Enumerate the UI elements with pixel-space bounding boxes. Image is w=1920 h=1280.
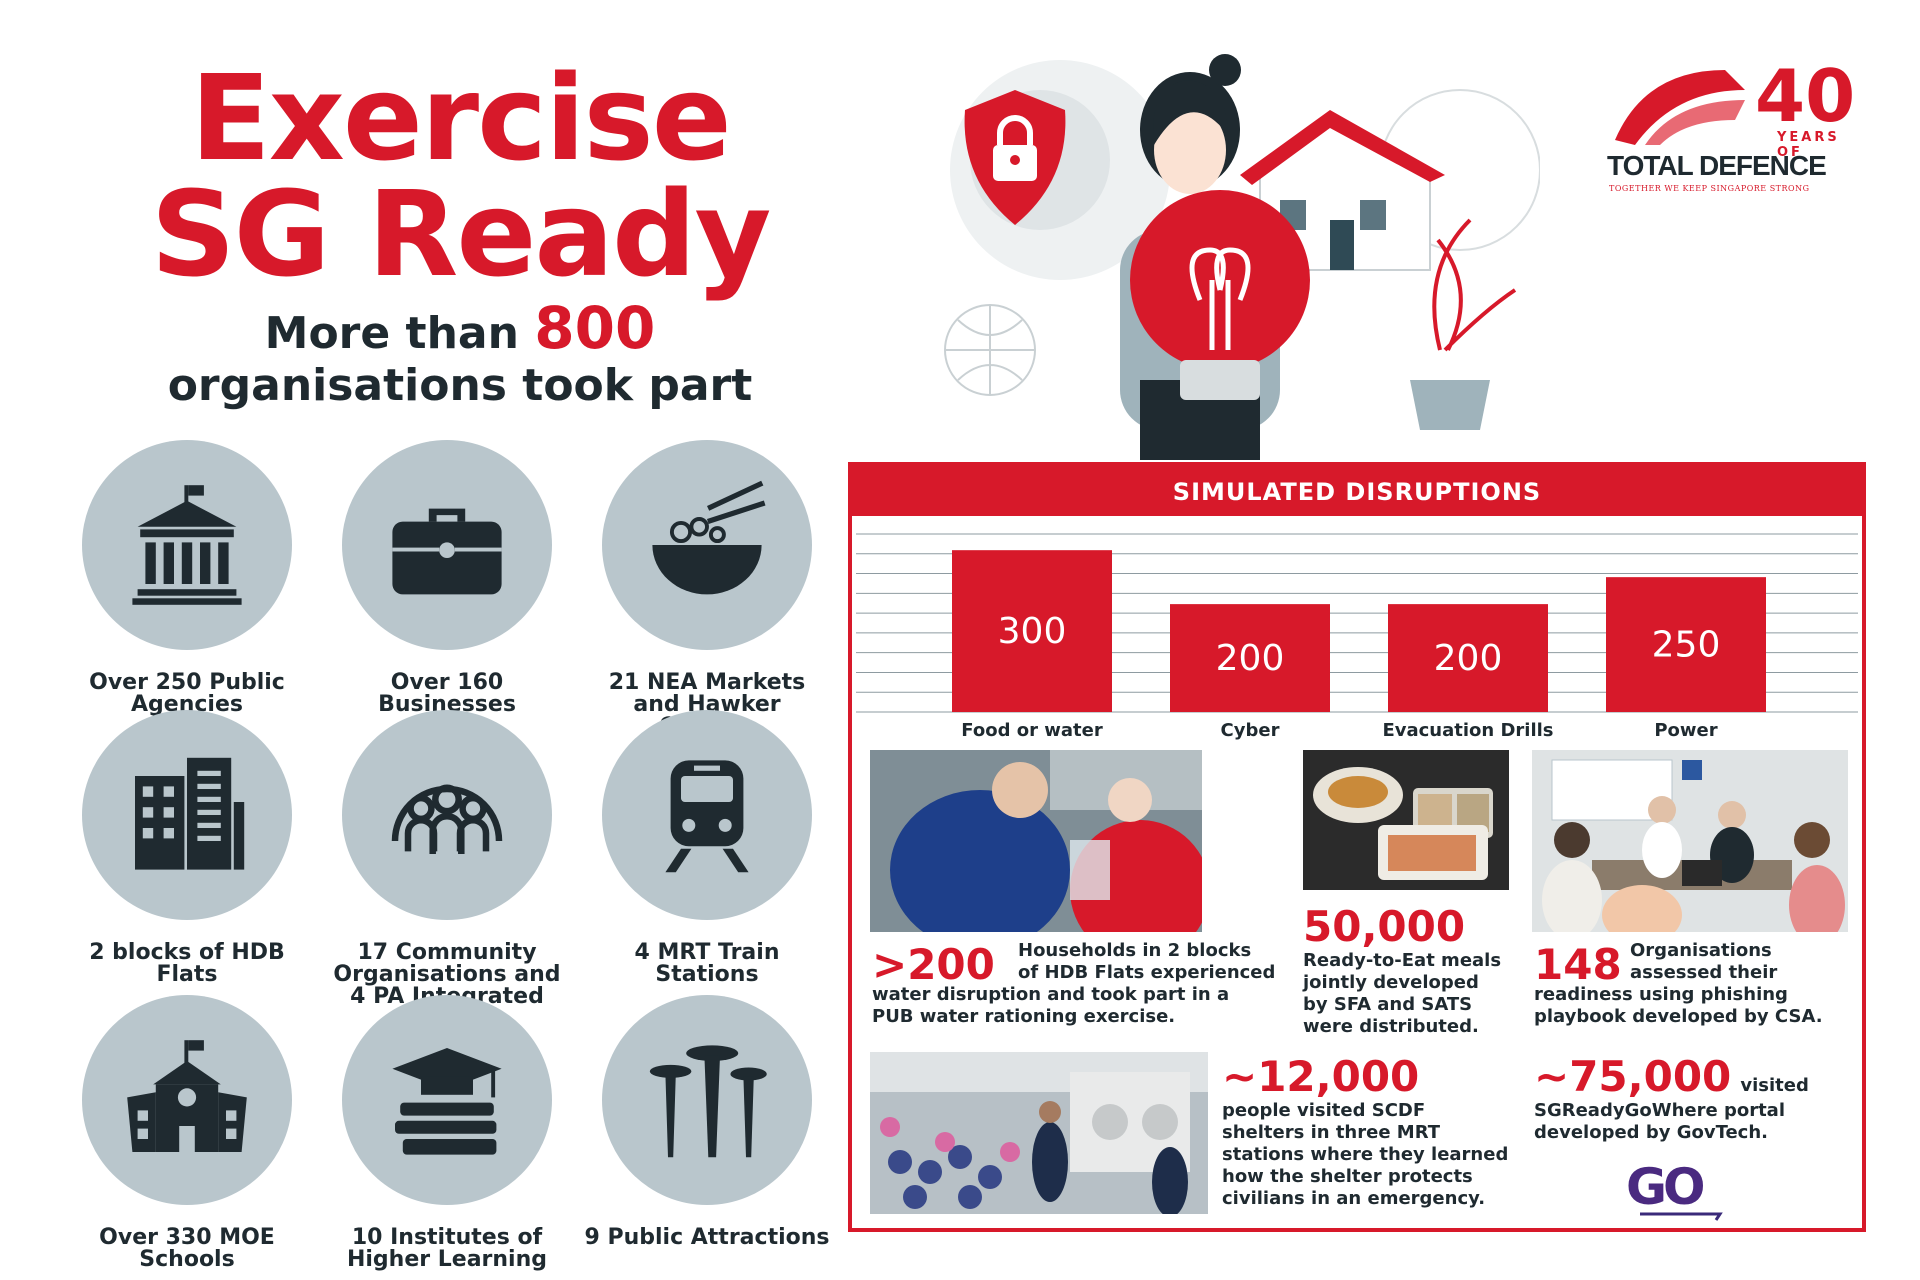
org-label: Over 160 Businesses	[378, 670, 516, 717]
total-defence-logo: 40 YEARS OF TOTAL DEFENCE TOGETHER WE KE…	[1605, 60, 1865, 200]
stat-scdf: ~12,000 people visited SCDF shelters in …	[1222, 1056, 1522, 1210]
bar-chart: 300 Food or water 200 Cyber 200 Evacuation Dr…	[856, 533, 1858, 741]
panel-title: SIMULATED DISRUPTIONS	[852, 466, 1862, 516]
go-arrow-icon	[1640, 1212, 1723, 1221]
category-label: Evacuation Drills	[1382, 720, 1553, 741]
hero-illustration	[900, 50, 1541, 470]
subtitle-prefix: More than	[264, 308, 519, 359]
scdf-text-c: stations where they learned	[1222, 1144, 1509, 1165]
community-people-icon	[342, 710, 552, 920]
org-label: 4 MRT Train Stations	[634, 940, 780, 987]
stat-meals: 50,000 Ready-to-Eat meals jointly develo…	[1303, 906, 1523, 1038]
graduation-books-icon	[342, 995, 552, 1205]
org-community: 17 Community Organisations and 4 PA Inte…	[322, 710, 572, 1030]
category-label: Power	[1654, 720, 1717, 741]
category-label: Cyber	[1221, 720, 1280, 741]
households-text-d: PUB water rationing exercise.	[872, 1006, 1176, 1027]
bar-cyber	[1170, 604, 1330, 712]
go-logo-text: GO	[1626, 1158, 1706, 1216]
flag-swoosh-icon	[1615, 70, 1745, 145]
meals-text-a: Ready-to-Eat meals	[1303, 950, 1502, 971]
organisations-text-c: readiness using phishing	[1534, 984, 1788, 1005]
households-text-c: water disruption and took part in a	[872, 984, 1230, 1005]
org-label: 10 Institutes of Higher Learning	[346, 1225, 548, 1272]
subtitle: More than 800 organisations took part	[60, 299, 860, 412]
title-line-1: Exercise	[190, 49, 732, 187]
org-higher-learning: 10 Institutes of Higher Learning	[322, 995, 572, 1271]
subtitle-number: 800	[534, 294, 656, 362]
scdf-text-e: civilians in an emergency.	[1222, 1188, 1486, 1209]
school-icon	[82, 995, 292, 1205]
disruptions-chart: 300 Food or water 200 Cyber 200 Evacuation Dr…	[852, 516, 1862, 746]
org-label: Over 250 Public Agencies	[89, 670, 285, 717]
households-number: >200	[872, 940, 995, 989]
bar-power	[1606, 577, 1766, 712]
logo-tagline: TOGETHER WE KEEP SINGAPORE STRONG	[1609, 184, 1810, 193]
organisations-text-b: assessed their	[1630, 962, 1778, 983]
simulated-disruptions-panel: SIMULATED DISRUPTIONS 300 Food or water 20…	[848, 462, 1866, 1232]
bar-food-or-water	[952, 550, 1112, 712]
org-moe-schools: Over 330 MOE Schools	[62, 995, 312, 1271]
bar-evacuation-drills	[1388, 604, 1548, 712]
gowhere-logo: GO	[1620, 1158, 1740, 1222]
meals-text-c: by SFA and SATS	[1303, 994, 1473, 1015]
stat-portal: ~75,000 visited SGReadyGoWhere portal de…	[1534, 1056, 1854, 1222]
logo-years: YEARS OF	[1777, 130, 1840, 160]
org-mrt-stations: 4 MRT Train Stations	[582, 710, 832, 986]
portal-number: ~75,000	[1534, 1052, 1732, 1101]
households-text-b: of HDB Flats experienced	[1018, 962, 1276, 983]
scdf-text-d: how the shelter protects	[1222, 1166, 1473, 1187]
meals-number: 50,000	[1303, 902, 1466, 951]
briefcase-icon	[342, 440, 552, 650]
org-hdb-flats: 2 blocks of HDB Flats	[62, 710, 312, 986]
organisations-text-d: playbook developed by CSA.	[1534, 1006, 1823, 1027]
noodle-bowl-icon	[602, 440, 812, 650]
portal-text-c: developed by GovTech.	[1534, 1122, 1768, 1143]
org-label: Over 330 MOE Schools	[99, 1225, 275, 1272]
logo-number: 40	[1755, 54, 1856, 138]
category-label: Food or water	[961, 720, 1103, 741]
households-text-a: Households in 2 blocks	[1018, 940, 1252, 961]
photo-phishing-meeting	[1532, 750, 1848, 932]
organisations-text-a: Organisations	[1630, 940, 1772, 961]
meals-text-d: were distributed.	[1303, 1016, 1479, 1037]
scdf-text-a: people visited SCDF	[1222, 1100, 1426, 1121]
photo-scdf-shelter	[870, 1052, 1208, 1214]
org-public-attractions: 9 Public Attractions	[582, 995, 832, 1249]
bar-value-label: 300	[998, 611, 1067, 652]
photo-ready-meals	[1303, 750, 1509, 890]
org-label: 2 blocks of HDB Flats	[89, 940, 285, 987]
org-hawker-centres: 21 NEA Markets and Hawker Centres	[582, 440, 832, 738]
subtitle-suffix: organisations took part	[167, 360, 753, 411]
bar-value-label: 200	[1434, 638, 1503, 679]
photo-water-distribution	[870, 750, 1202, 932]
organisation-grid: Over 250 Public Agencies Over 160 Busine…	[62, 440, 832, 1271]
scdf-text-b: shelters in three MRT	[1222, 1122, 1441, 1143]
logo-name: TOTAL DEFENCE	[1607, 150, 1827, 181]
apartment-building-icon	[82, 710, 292, 920]
title-line-2: SG Ready	[150, 165, 772, 303]
portal-text-a: visited	[1740, 1075, 1809, 1096]
page-title: Exercise SG Ready	[60, 49, 860, 303]
train-icon	[602, 710, 812, 920]
org-public-agencies: Over 250 Public Agencies	[62, 440, 312, 716]
government-building-icon	[82, 440, 292, 650]
organisations-number: 148	[1534, 940, 1622, 989]
bar-value-label: 200	[1216, 638, 1285, 679]
bar-value-label: 250	[1652, 625, 1721, 666]
scdf-number: ~12,000	[1222, 1052, 1420, 1101]
org-label: 9 Public Attractions	[584, 1225, 830, 1250]
meals-text-b: jointly developed	[1303, 972, 1479, 993]
portal-text-b: SGReadyGoWhere portal	[1534, 1100, 1785, 1121]
org-businesses: Over 160 Businesses	[322, 440, 572, 716]
supertree-icon	[602, 995, 812, 1205]
